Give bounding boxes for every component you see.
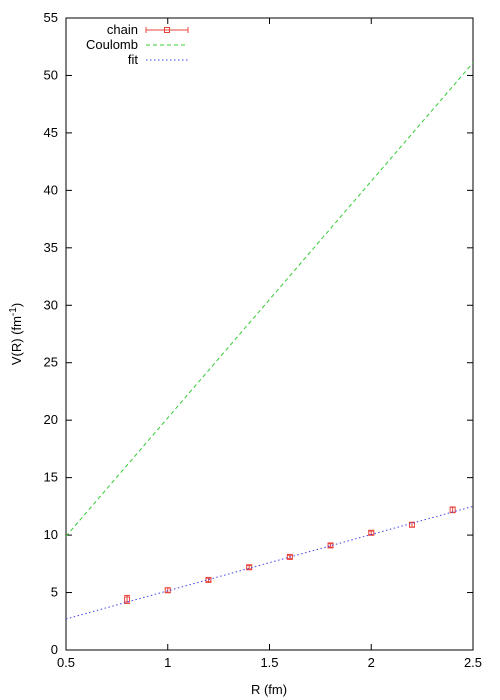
y-tick-label: 35	[44, 240, 58, 255]
x-tick-label: 0.5	[57, 655, 75, 670]
series-layer	[65, 62, 474, 620]
x-axis-label: R (fm)	[251, 682, 287, 697]
y-axis-label: V(R) (fm-1)	[8, 303, 24, 365]
y-tick-label: 45	[44, 125, 58, 140]
y-tick-label: 30	[44, 297, 58, 312]
y-axis-ticks: 0 5 10 15 20 25 30 35 40 45 50 55	[44, 10, 473, 657]
y-tick-label: 0	[51, 642, 58, 657]
legend-label-chain: chain	[107, 22, 138, 37]
data-point	[286, 553, 293, 560]
x-tick-label: 1.5	[260, 655, 278, 670]
y-axis-label-base: V(R) (fm	[9, 316, 24, 365]
plot-frame	[65, 17, 474, 651]
data-point	[124, 596, 131, 603]
x-tick-label: 1	[164, 655, 171, 670]
data-point	[368, 529, 375, 536]
y-tick-label: 40	[44, 182, 58, 197]
x-axis-ticks: 0.5 1 1.5 2 2.5	[57, 18, 482, 670]
y-tick-label: 20	[44, 412, 58, 427]
legend-label-coulomb: Coulomb	[86, 37, 138, 52]
legend-label-fit: fit	[128, 52, 139, 67]
x-tick-label: 2.5	[464, 655, 482, 670]
y-tick-label: 55	[44, 10, 58, 25]
y-tick-label: 5	[51, 585, 58, 600]
y-tick-label: 15	[44, 470, 58, 485]
legend-swatch-marker	[164, 27, 170, 33]
data-point	[408, 521, 415, 528]
y-tick-label: 50	[44, 67, 58, 82]
y-axis-label-superscript: -1	[8, 307, 19, 316]
y-tick-label: 25	[44, 355, 58, 370]
y-axis-label-close: )	[9, 303, 24, 307]
y-tick-label: 10	[44, 527, 58, 542]
x-tick-label: 2	[368, 655, 375, 670]
series-line-coulomb	[65, 62, 474, 537]
